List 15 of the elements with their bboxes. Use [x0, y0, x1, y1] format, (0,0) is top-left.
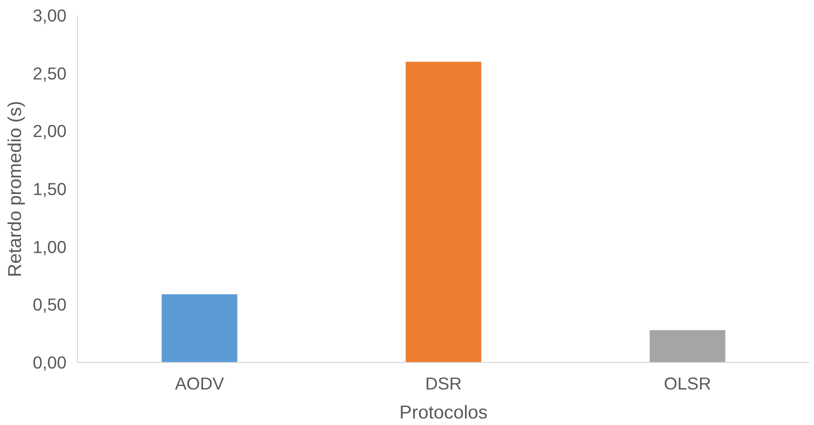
bar — [162, 294, 238, 362]
bar — [650, 330, 726, 362]
y-tick-label: 2,50 — [32, 63, 67, 84]
y-axis-title: Retardo promedio (s) — [4, 100, 25, 278]
x-tick-label: DSR — [425, 374, 462, 394]
bar — [406, 62, 482, 362]
x-tick-label: AODV — [174, 374, 224, 394]
x-tick-label: OLSR — [664, 374, 712, 394]
y-tick-label: 0,00 — [32, 352, 67, 372]
y-tick-label: 3,00 — [32, 6, 67, 26]
y-tick-label: 1,50 — [32, 179, 67, 199]
y-tick-label: 1,00 — [32, 236, 67, 257]
y-tick-label: 0,50 — [32, 294, 67, 315]
y-tick-label: 2,00 — [32, 121, 67, 142]
x-axis-title: Protocolos — [399, 402, 488, 422]
